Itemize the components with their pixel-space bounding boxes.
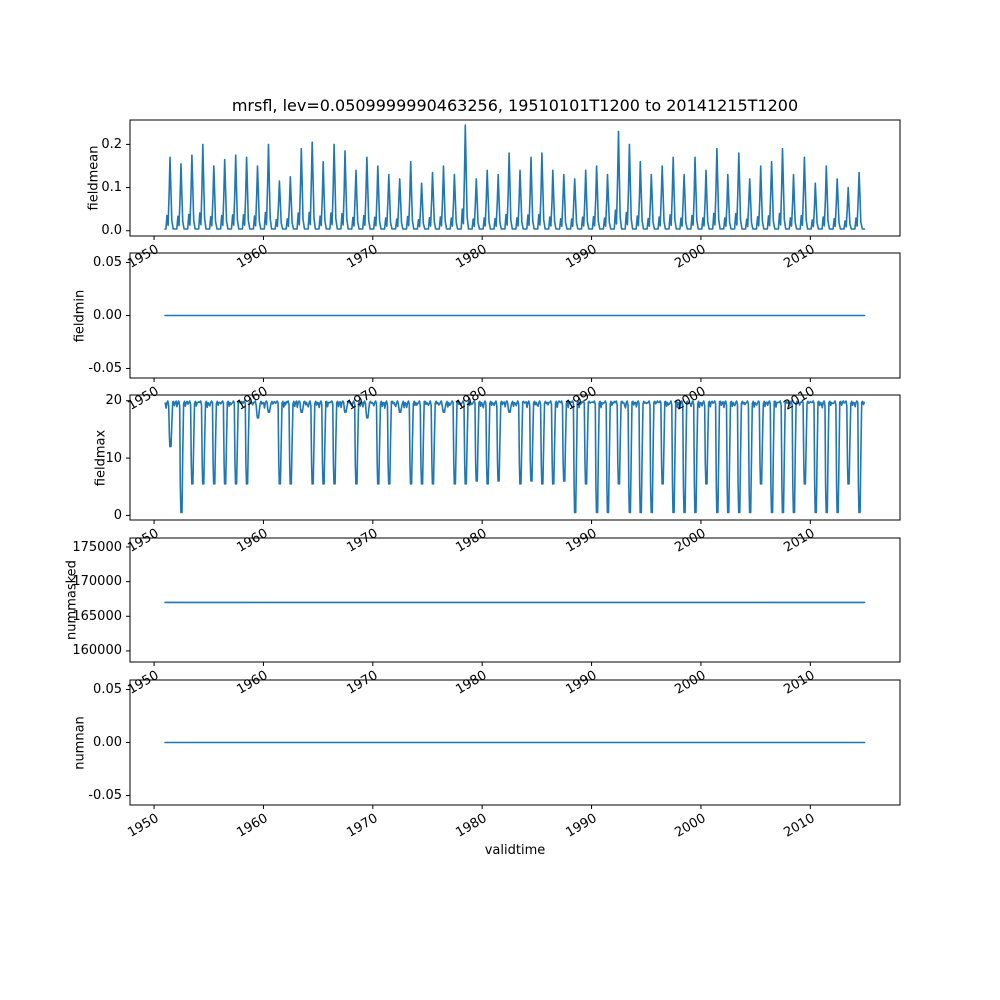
series-line-fieldmax xyxy=(164,400,866,514)
series-line-fieldmean xyxy=(164,124,866,230)
